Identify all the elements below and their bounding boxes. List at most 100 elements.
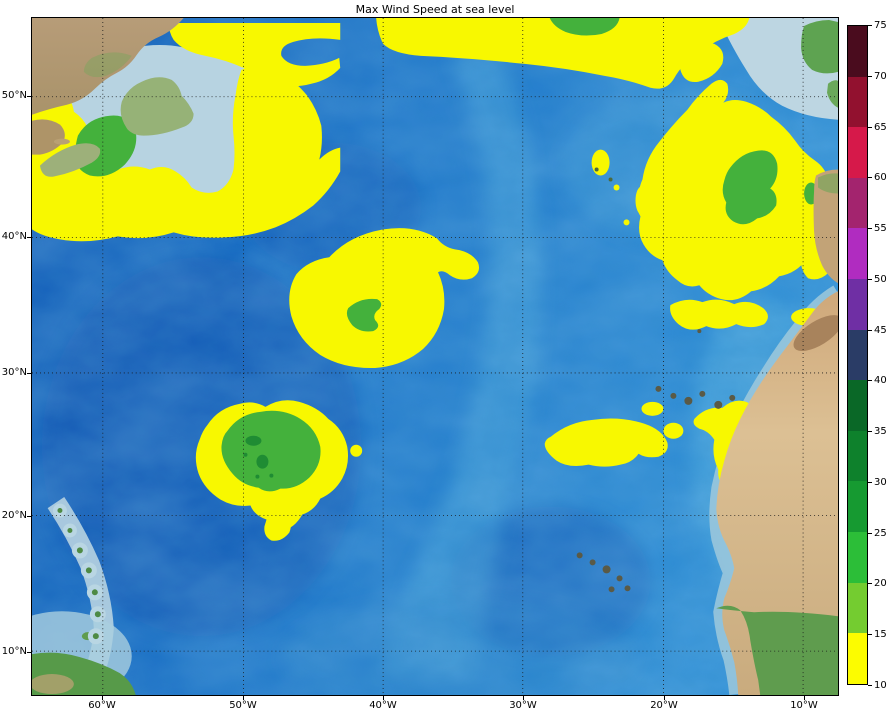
x-tick [102,696,103,700]
wind-darkgreen-speck [255,474,260,479]
wind-yellow-central-blob [289,228,480,369]
x-tick [383,696,384,700]
x-tick [243,696,244,700]
colorbar-tick-label: 55 [874,223,887,235]
y-tick [27,516,31,517]
land-iberia [813,169,838,284]
wind-yellow-azores-patch [635,186,648,215]
colorbar-segment [848,430,867,482]
colorbar-segment [848,582,867,634]
y-tick-label: 30°N [1,367,27,378]
colorbar-segment [848,26,867,77]
wind-yellow-top-band [376,18,750,89]
colorbar-tick [868,126,872,128]
island-madeira [697,329,702,334]
wind-yellow-25n-tail [264,512,291,541]
wind-yellow-azores-patch [591,149,610,176]
y-tick [27,96,31,97]
x-tick-label: 40°W [369,700,397,711]
wind-yellow-streak-25n-east [544,418,668,467]
colorbar-tick [868,329,872,331]
colorbar-tick-label: 25 [874,527,887,539]
colorbar-segment [848,127,867,178]
colorbar-segment [848,76,867,128]
colorbar-tick [868,431,872,433]
y-tick-label: 50°N [1,90,27,101]
y-tick [27,373,31,374]
map-plot [31,17,839,696]
colorbar-tick [868,532,872,534]
graticule [32,18,838,695]
x-tick-label: 10°W [790,700,818,711]
wind-green-25n-core [221,410,321,492]
colorbar-segment [848,279,867,330]
land-labrador-vegetation [83,52,132,78]
colorbar-tick-label: 45 [874,324,887,336]
land-pei [53,138,70,145]
wind-yellow-dot [663,422,684,439]
land-nova-scotia [39,143,101,177]
x-tick-label: 60°W [88,700,116,711]
colorbar-tick-label: 75 [874,20,887,31]
land-africa-sahara [716,291,838,695]
y-tick [27,652,31,653]
colorbar-tick [868,481,872,483]
colorbar-segment [848,633,867,684]
x-tick [664,696,665,700]
colorbar [847,25,868,685]
canary-islands [655,385,736,409]
wind-yellow-dot [613,184,620,191]
colorbar-stack [848,26,867,684]
cape-verde-islands [576,552,631,593]
wind-yellow-newfoundland-strip [168,22,341,87]
land-atlas-mountains [793,315,838,352]
colorbar-segment [848,329,867,381]
wind-yellow-dot [623,219,630,226]
wind-darkgreen-speck [245,435,262,446]
land-venezuela-plain [32,674,74,694]
colorbar-tick-label: 40 [874,375,887,387]
colorbar-tick [868,583,872,585]
land-ireland [801,19,838,74]
colorbar-tick [868,177,872,179]
colorbar-tick [868,278,872,280]
colorbar-tick-label: 35 [874,426,887,438]
x-tick-label: 20°W [650,700,678,711]
colorbar-tick [868,75,872,77]
wind-band-15-20 [74,18,819,492]
colorbar-tick-label: 20 [874,578,887,590]
antilles-islands [57,508,101,640]
colorbar-tick [868,380,872,382]
island-azores [594,167,599,172]
colorbar-tick [868,685,872,686]
y-tick-label: 20°N [1,510,27,521]
land-iberia-north-vegetation [818,173,838,194]
wind-yellow-dot [350,444,363,457]
colorbar-tick-label: 70 [874,70,887,82]
land-new-brunswick [32,119,65,155]
y-tick [27,237,31,238]
colorbar-tick-label: 60 [874,172,887,184]
colorbar-segment [848,228,867,280]
y-tick-label: 10°N [1,646,27,657]
wind-green-iberia-core [722,150,778,225]
wind-darkgreen-speck [269,473,274,478]
x-tick [804,696,805,700]
colorbar-tick [868,25,872,26]
y-tick-label: 40°N [1,231,27,242]
land-cornwall [827,80,838,108]
colorbar-tick-label: 15 [874,629,887,641]
colorbar-tick-label: 65 [874,121,887,133]
wind-yellow-iberia-fringe [670,299,768,330]
colorbar-tick-label: 50 [874,273,887,285]
plot-title: Max Wind Speed at sea level [355,3,515,16]
x-tick [523,696,524,700]
wind-darkgreen-speck [243,452,248,457]
wind-darkgreen-speck [256,454,269,469]
land-africa-sahel [716,605,838,695]
x-tick-label: 50°W [229,700,257,711]
island-azores [608,177,613,182]
land-newfoundland [120,77,194,136]
wind-yellow-northwest-mass [32,66,341,242]
